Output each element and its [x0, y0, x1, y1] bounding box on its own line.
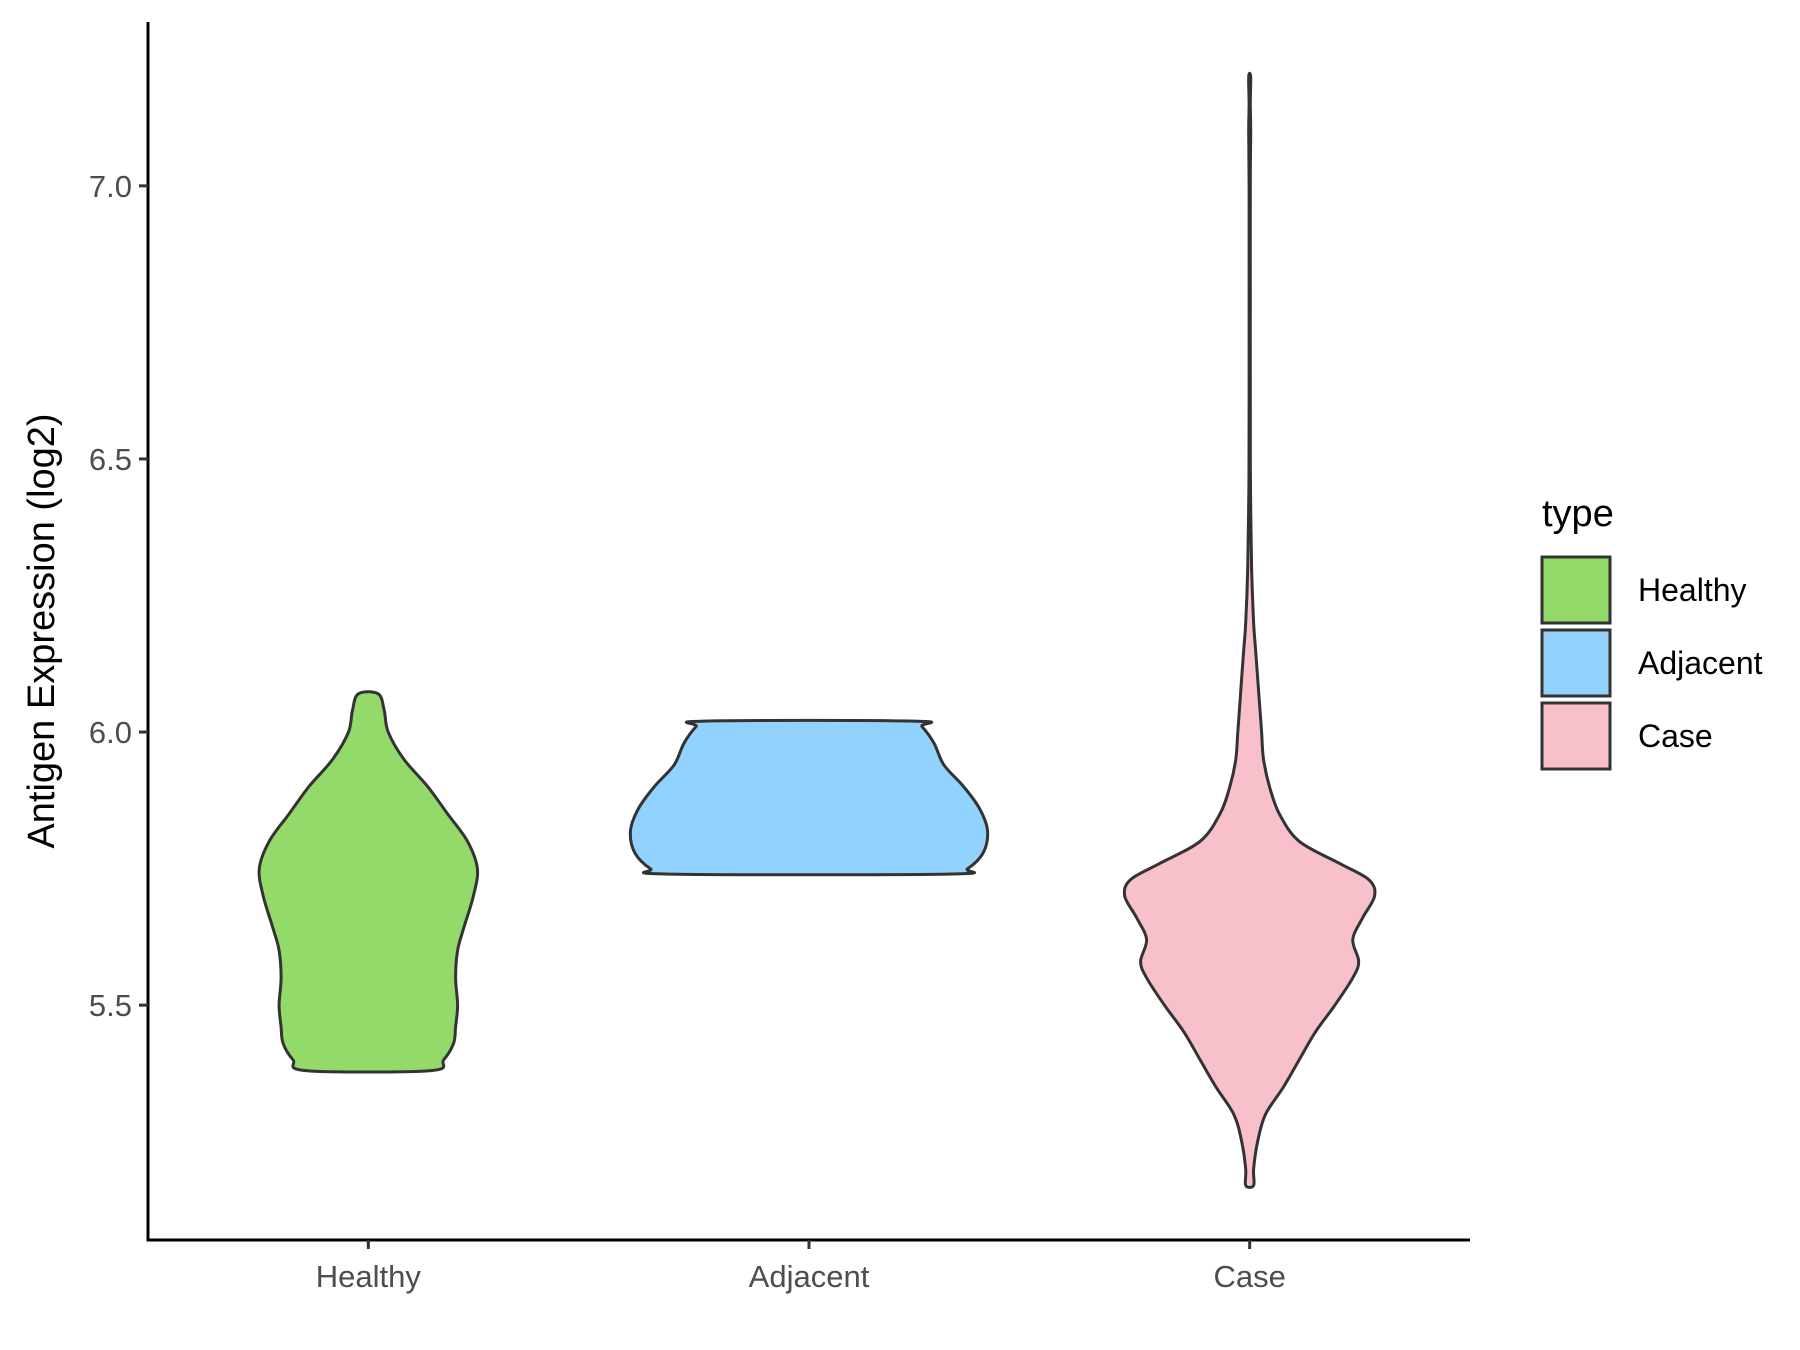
y-tick-label: 5.5	[89, 988, 132, 1023]
legend-label-case: Case	[1638, 718, 1713, 754]
y-tick-label: 6.5	[89, 442, 132, 477]
legend-label-healthy: Healthy	[1638, 572, 1747, 608]
legend: type Healthy Adjacent Case	[1540, 493, 1763, 771]
x-tick-label: Healthy	[316, 1259, 422, 1294]
x-ticks: Healthy Adjacent Case	[316, 1240, 1286, 1294]
x-tick-label: Case	[1213, 1259, 1285, 1294]
legend-key-healthy	[1540, 555, 1612, 625]
y-axis-title: Antigen Expression (log2)	[21, 413, 63, 848]
y-tick-label: 7.0	[89, 169, 132, 204]
violin-case	[1122, 71, 1377, 1189]
legend-label-adjacent: Adjacent	[1638, 645, 1763, 681]
y-tick-label: 6.0	[89, 715, 132, 750]
legend-key-adjacent	[1540, 628, 1612, 698]
violin-healthy	[257, 690, 480, 1074]
legend-title: type	[1542, 493, 1614, 535]
violins-layer	[257, 71, 1377, 1189]
legend-key-case	[1540, 701, 1612, 771]
violin-adjacent	[628, 718, 990, 877]
x-tick-label: Adjacent	[749, 1259, 870, 1294]
y-ticks: 5.5 6.0 6.5 7.0	[89, 169, 148, 1023]
